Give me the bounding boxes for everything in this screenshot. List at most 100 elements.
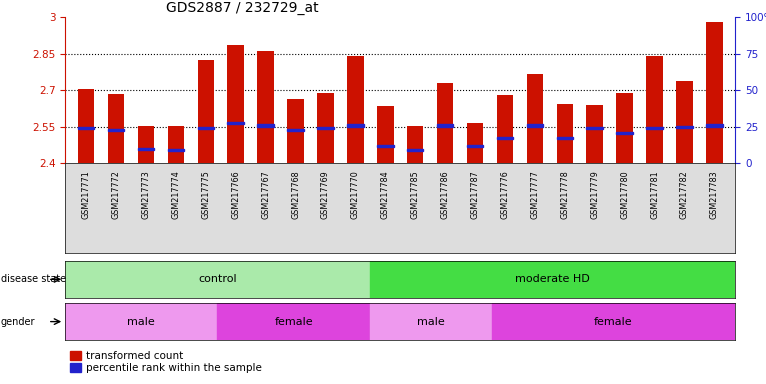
Text: GSM217771: GSM217771 <box>81 170 90 219</box>
Text: GSM217781: GSM217781 <box>650 170 659 219</box>
Bar <box>647 127 663 129</box>
Bar <box>228 122 244 124</box>
Bar <box>138 126 154 163</box>
Text: GSM217782: GSM217782 <box>680 170 689 219</box>
Bar <box>676 81 692 163</box>
Bar <box>587 127 603 129</box>
Bar <box>198 127 214 129</box>
Bar <box>527 74 543 163</box>
Bar <box>168 149 184 151</box>
Bar <box>527 124 543 127</box>
Bar <box>401 163 430 253</box>
Bar <box>496 137 513 139</box>
Bar <box>437 83 453 163</box>
Text: GSM217772: GSM217772 <box>112 170 120 219</box>
Bar <box>168 126 184 163</box>
Bar <box>647 56 663 163</box>
Bar <box>257 51 273 163</box>
Bar <box>257 124 273 127</box>
Bar <box>108 129 124 131</box>
Text: GSM217776: GSM217776 <box>500 170 509 219</box>
Legend: transformed count, percentile rank within the sample: transformed count, percentile rank withi… <box>70 351 262 373</box>
Bar <box>287 99 304 163</box>
Text: GSM217775: GSM217775 <box>201 170 210 219</box>
Bar <box>340 163 370 253</box>
Text: GSM217766: GSM217766 <box>231 170 241 219</box>
Bar <box>228 45 244 163</box>
Text: GSM217778: GSM217778 <box>560 170 569 219</box>
Bar <box>78 89 94 163</box>
Text: GSM217780: GSM217780 <box>620 170 629 219</box>
Bar <box>377 106 394 163</box>
Bar <box>520 163 550 253</box>
Bar <box>370 163 401 253</box>
Bar <box>706 22 722 163</box>
Bar <box>466 123 483 163</box>
Text: GSM217785: GSM217785 <box>411 170 420 219</box>
Bar <box>131 163 161 253</box>
Bar <box>317 127 334 129</box>
Bar <box>108 94 124 163</box>
Bar <box>617 93 633 163</box>
Text: GSM217787: GSM217787 <box>470 170 480 219</box>
Bar <box>557 137 573 139</box>
Bar <box>496 95 513 163</box>
Text: disease state: disease state <box>1 274 66 285</box>
Bar <box>191 163 221 253</box>
Bar <box>65 261 370 298</box>
Bar <box>437 124 453 127</box>
Text: GSM217784: GSM217784 <box>381 170 390 219</box>
Bar <box>706 124 722 127</box>
Text: GSM217769: GSM217769 <box>321 170 330 219</box>
Bar <box>287 129 304 131</box>
Bar <box>370 303 492 340</box>
Bar <box>310 163 340 253</box>
Text: GSM217773: GSM217773 <box>142 170 150 219</box>
Bar <box>221 163 250 253</box>
Text: GSM217783: GSM217783 <box>710 170 719 219</box>
Bar <box>317 93 334 163</box>
Bar <box>138 147 154 150</box>
Text: GSM217770: GSM217770 <box>351 170 360 219</box>
Bar <box>669 163 699 253</box>
Bar <box>161 163 191 253</box>
Bar <box>550 163 580 253</box>
Text: male: male <box>127 316 155 327</box>
Bar <box>430 163 460 253</box>
Bar <box>377 145 394 147</box>
Text: GSM217767: GSM217767 <box>261 170 270 219</box>
Bar <box>587 105 603 163</box>
Bar <box>280 163 310 253</box>
Text: GSM217779: GSM217779 <box>591 170 599 219</box>
Bar <box>466 145 483 147</box>
Text: female: female <box>594 316 633 327</box>
Bar <box>218 303 370 340</box>
Text: moderate HD: moderate HD <box>516 274 590 285</box>
Bar <box>101 163 131 253</box>
Bar <box>557 104 573 163</box>
Bar <box>640 163 669 253</box>
Bar <box>250 163 280 253</box>
Text: gender: gender <box>1 316 35 327</box>
Text: GSM217777: GSM217777 <box>530 170 539 219</box>
Bar <box>347 124 364 127</box>
Bar <box>617 132 633 134</box>
Text: control: control <box>198 274 237 285</box>
Bar <box>78 127 94 129</box>
Text: female: female <box>274 316 313 327</box>
Bar <box>676 126 692 128</box>
Bar <box>699 163 729 253</box>
Bar <box>490 163 520 253</box>
Bar <box>370 261 735 298</box>
Bar <box>347 56 364 163</box>
Text: GDS2887 / 232729_at: GDS2887 / 232729_at <box>165 2 318 15</box>
Bar <box>610 163 640 253</box>
Bar <box>460 163 490 253</box>
Text: GSM217768: GSM217768 <box>291 170 300 219</box>
Bar <box>580 163 610 253</box>
Bar <box>198 60 214 163</box>
Bar <box>492 303 735 340</box>
Bar <box>407 126 424 163</box>
Bar <box>65 303 218 340</box>
Bar <box>71 163 101 253</box>
